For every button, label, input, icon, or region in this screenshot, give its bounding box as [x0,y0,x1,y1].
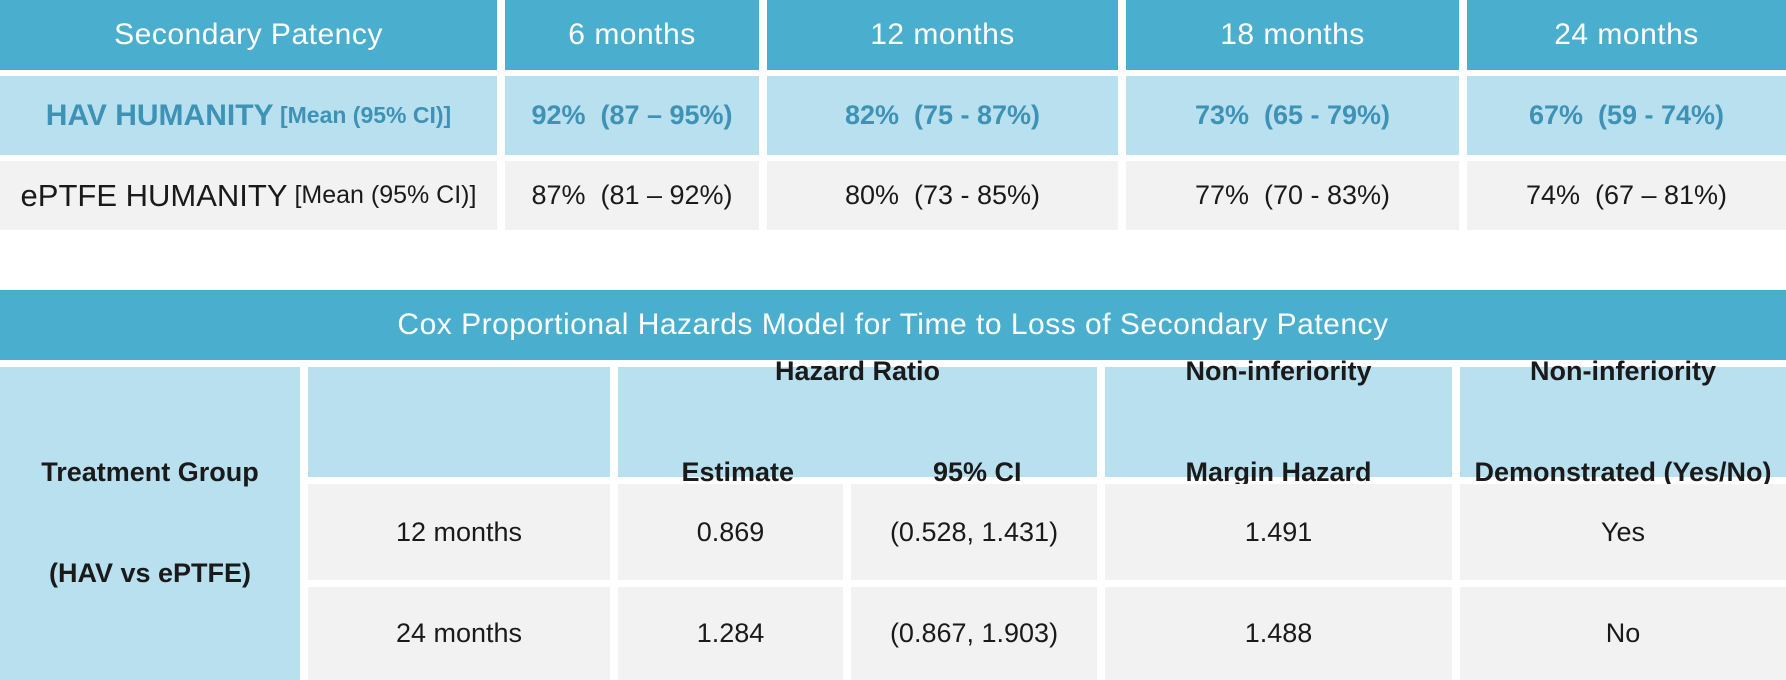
eptfe-value-18-months: 77% (70 - 83%) [1126,161,1459,230]
cox-table-title: Cox Proportional Hazards Model for Time … [397,308,1389,341]
cox-row-margin: 1.488 [1105,587,1452,680]
patency-col-header-18-months: 18 months [1126,0,1459,70]
cox-row-demonstrated: No [1460,587,1786,680]
hav-row-label-cell: HAV HUMANITY [Mean (95% CI)] [0,76,497,155]
hazard-ratio-label: Hazard Ratio [774,355,941,386]
col-header-label: 18 months [1220,18,1365,51]
cox-row-timepoint: 12 months [308,484,610,580]
ci-label: 95% CI [932,456,1022,487]
cox-row-timepoint: 24 months [308,587,610,680]
eptfe-value-6-months: 87% (81 – 92%) [505,161,759,230]
patency-col-header-24-months: 24 months [1467,0,1786,70]
eptfe-value-12-months: 80% (73 - 85%) [767,161,1118,230]
treatment-group-line2: (HAV vs ePTFE) [48,558,252,589]
noninferiority-demonstrated-header-cell: Non-inferiority Demonstrated (Yes/No) [1460,356,1786,487]
eptfe-row-name: ePTFE HUMANITY [20,177,288,213]
demonstrated-header-line1: Non-inferiority [1530,355,1716,386]
noninferiority-margin-header-cell: Non-inferiority Margin Hazard [1105,356,1452,487]
hav-row-name: HAV HUMANITY [45,98,274,132]
cox-table-title-bar: Cox Proportional Hazards Model for Time … [0,290,1786,360]
cox-row-ci: (0.867, 1.903) [851,587,1097,680]
hav-value-6-months: 92% (87 – 95%) [505,76,759,155]
demonstrated-header-line2: Demonstrated (Yes/No) [1474,456,1772,487]
eptfe-value-24-months: 74% (67 – 81%) [1467,161,1786,230]
cox-row-estimate: 0.869 [618,484,843,580]
patency-title-label: Secondary Patency [114,18,383,51]
hav-value-24-months: 67% (59 - 74%) [1467,76,1786,155]
cox-blank-header-cell [308,367,610,477]
patency-col-header-12-months: 12 months [767,0,1118,70]
col-header-label: 6 months [568,18,696,51]
cox-row-estimate: 1.284 [618,587,843,680]
col-header-label: 12 months [870,18,1015,51]
patency-title-header: Secondary Patency [0,0,497,70]
cox-row-demonstrated: Yes [1460,484,1786,580]
patency-col-header-6-months: 6 months [505,0,759,70]
eptfe-row-note: [Mean (95% CI)] [287,181,477,209]
hav-value-18-months: 73% (65 - 79%) [1126,76,1459,155]
margin-header-line2: Margin Hazard [1185,456,1372,487]
margin-header-line1: Non-inferiority [1185,355,1372,386]
hazard-ratio-header-cell: Hazard Ratio Estimate 95% CI [618,356,1097,487]
hav-value-12-months: 82% (75 - 87%) [767,76,1118,155]
estimate-label: Estimate [681,456,795,487]
hav-row-note: [Mean (95% CI)] [273,102,452,128]
cox-row-ci: (0.528, 1.431) [851,484,1097,580]
eptfe-row-label-cell: ePTFE HUMANITY [Mean (95% CI)] [0,161,497,230]
treatment-group-cell: Treatment Group (HAV vs ePTFE) [0,367,300,680]
cox-row-margin: 1.491 [1105,484,1452,580]
treatment-group-line1: Treatment Group [41,457,259,487]
col-header-label: 24 months [1554,18,1699,51]
